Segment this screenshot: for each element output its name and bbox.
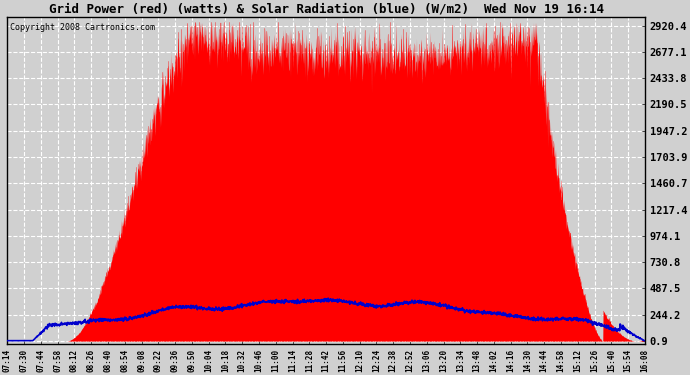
Text: Copyright 2008 Cartronics.com: Copyright 2008 Cartronics.com <box>10 24 155 33</box>
Title: Grid Power (red) (watts) & Solar Radiation (blue) (W/m2)  Wed Nov 19 16:14: Grid Power (red) (watts) & Solar Radiati… <box>48 3 604 16</box>
